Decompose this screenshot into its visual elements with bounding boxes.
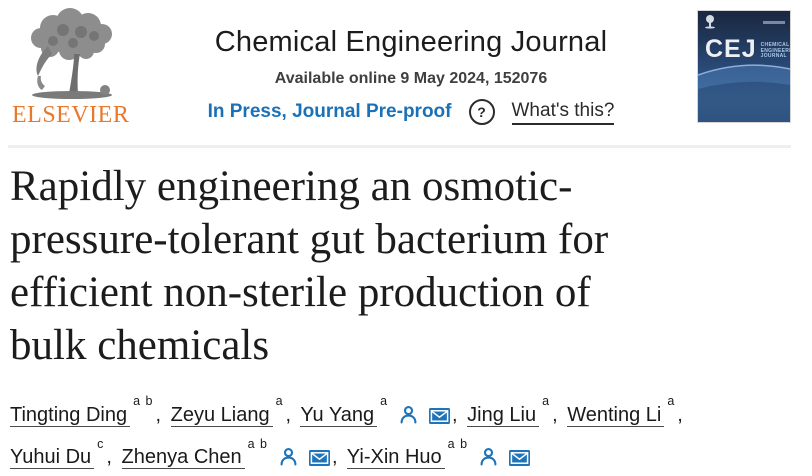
person-icon[interactable] — [399, 405, 418, 424]
author-affiliation-sup: a b — [447, 436, 469, 451]
cover-swoosh-graphic — [698, 64, 790, 122]
author: Zeyu Lianga, — [170, 394, 295, 427]
author-link[interactable]: Wenting Li — [567, 403, 665, 427]
author-link[interactable]: Yuhui Du — [10, 446, 95, 470]
journal-cover-thumbnail[interactable]: CEJ CHEMICAL ENGINEERING JOURNAL — [697, 10, 791, 123]
author-separator: , — [677, 403, 683, 426]
cover-journal-name: CHEMICAL ENGINEERING JOURNAL — [760, 42, 790, 59]
author-affiliation-sup: c — [97, 436, 105, 451]
article-title: Rapidly engineering an osmotic- pressure… — [10, 160, 790, 372]
author-affiliation-sup: a — [667, 394, 676, 408]
article-title-line: efficient non-sterile production of — [10, 269, 591, 316]
author-separator: , — [452, 403, 458, 426]
author: Wenting Lia, — [567, 394, 687, 427]
header-divider — [8, 145, 791, 148]
author-link[interactable]: Jing Liu — [467, 403, 540, 427]
author: Yu Yanga, — [300, 394, 461, 427]
author-link[interactable]: Tingting Ding — [10, 403, 131, 427]
author-separator: , — [106, 446, 112, 469]
author-link[interactable]: Yu Yang — [300, 403, 378, 427]
whats-this-link[interactable]: What's this? — [511, 100, 615, 125]
author: Jing Liua, — [467, 394, 561, 427]
author-affiliation-sup: a b — [133, 394, 154, 408]
author: Yuhui Duc, — [10, 437, 116, 470]
cover-elsevier-mini-icon — [705, 15, 715, 29]
in-press-link[interactable]: In Press, Journal Pre-proof — [207, 101, 452, 122]
question-mark-circle-icon[interactable]: ? — [468, 99, 495, 125]
authors-list: Tingting Dinga b, Zeyu Lianga, Yu Yanga,… — [10, 391, 800, 476]
author-separator: , — [552, 403, 558, 426]
author: Tingting Dinga b, — [10, 394, 165, 427]
mail-envelope-icon[interactable] — [429, 407, 451, 424]
availability-text: Available online 9 May 2024, 152076 — [274, 70, 548, 87]
author-link[interactable]: Zhenya Chen — [121, 446, 245, 470]
article-title-line: Rapidly engineering an osmotic- — [10, 163, 573, 210]
article-title-line: bulk chemicals — [10, 322, 270, 369]
author-separator: , — [285, 403, 292, 426]
person-icon[interactable] — [479, 447, 498, 466]
journal-header: Chemical Engineering Journal Available o… — [140, 26, 682, 125]
elsevier-logo[interactable]: ELSEVIER — [8, 6, 132, 138]
author-separator: , — [332, 446, 338, 469]
author-link[interactable]: Yi-Xin Huo — [346, 446, 445, 470]
mail-envelope-icon[interactable] — [509, 450, 531, 467]
author-affiliation-sup: a — [380, 394, 389, 408]
authors-line-2: Yuhui Duc, Zhenya Chena b, Yi-Xin Huoa b — [10, 434, 800, 476]
author-affiliation-sup: a — [275, 394, 284, 408]
author: Zhenya Chena b, — [121, 437, 342, 470]
person-icon[interactable] — [279, 447, 298, 466]
journal-title: Chemical Engineering Journal — [214, 26, 608, 58]
elsevier-wordmark: ELSEVIER — [12, 102, 130, 128]
cover-cej-initials: CEJ — [705, 35, 757, 63]
author-affiliation-sup: a — [542, 394, 551, 408]
authors-line-1: Tingting Dinga b, Zeyu Lianga, Yu Yanga,… — [10, 391, 800, 434]
mail-envelope-icon[interactable] — [309, 450, 331, 467]
author: Yi-Xin Huoa b — [346, 437, 531, 470]
article-title-line: pressure-tolerant gut bacterium for — [10, 216, 609, 263]
elsevier-tree-icon — [31, 8, 112, 99]
cover-issue-text — [763, 21, 785, 24]
author-separator: , — [155, 403, 162, 426]
author-link[interactable]: Zeyu Liang — [170, 403, 273, 427]
author-affiliation-sup: a b — [247, 436, 269, 451]
